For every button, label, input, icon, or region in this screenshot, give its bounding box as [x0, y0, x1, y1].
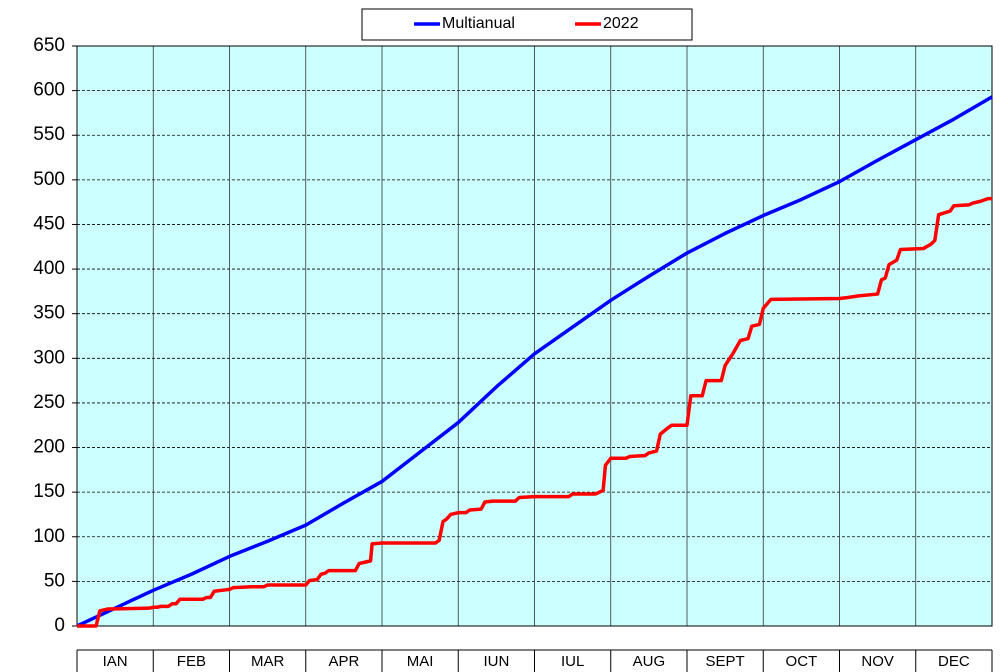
line-series	[77, 196, 992, 628]
y-tick-label: 50	[44, 570, 65, 591]
y-tick-label: 300	[33, 347, 65, 368]
x-tick-label: MAR	[251, 653, 285, 670]
x-tick-label: DEC	[938, 653, 970, 670]
x-tick-label: FEB	[177, 653, 206, 670]
y-tick-label: 250	[33, 392, 65, 413]
x-tick-label: AUG	[633, 653, 666, 670]
y-tick-label: 150	[33, 481, 65, 502]
y-tick-label: 200	[33, 437, 65, 458]
y-tick-label: 0	[54, 615, 65, 636]
x-tick-label: IUN	[483, 653, 509, 670]
x-tick-label: OCT	[786, 653, 818, 670]
y-tick-label: 400	[33, 258, 65, 279]
x-tick-label: IAN	[103, 653, 128, 670]
legend	[361, 8, 693, 41]
y-tick-label: 450	[33, 213, 65, 234]
x-tick-label: NOV	[861, 653, 894, 670]
y-tick-label: 350	[33, 303, 65, 324]
x-tick-label: IUL	[561, 653, 584, 670]
legend-label: Multianual	[442, 15, 515, 32]
x-tick-label: MAI	[407, 653, 434, 670]
y-tick-label: 500	[33, 169, 65, 190]
x-tick-label: APR	[328, 653, 359, 670]
y-tick-label: 550	[33, 124, 65, 145]
y-tick-label: 100	[33, 526, 65, 547]
y-tick-label: 650	[33, 35, 65, 56]
line-series	[76, 95, 993, 628]
legend-label: 2022	[603, 15, 639, 32]
x-tick-label: SEPT	[706, 653, 745, 670]
plot-border	[76, 45, 993, 627]
y-tick-label: 600	[33, 80, 65, 101]
